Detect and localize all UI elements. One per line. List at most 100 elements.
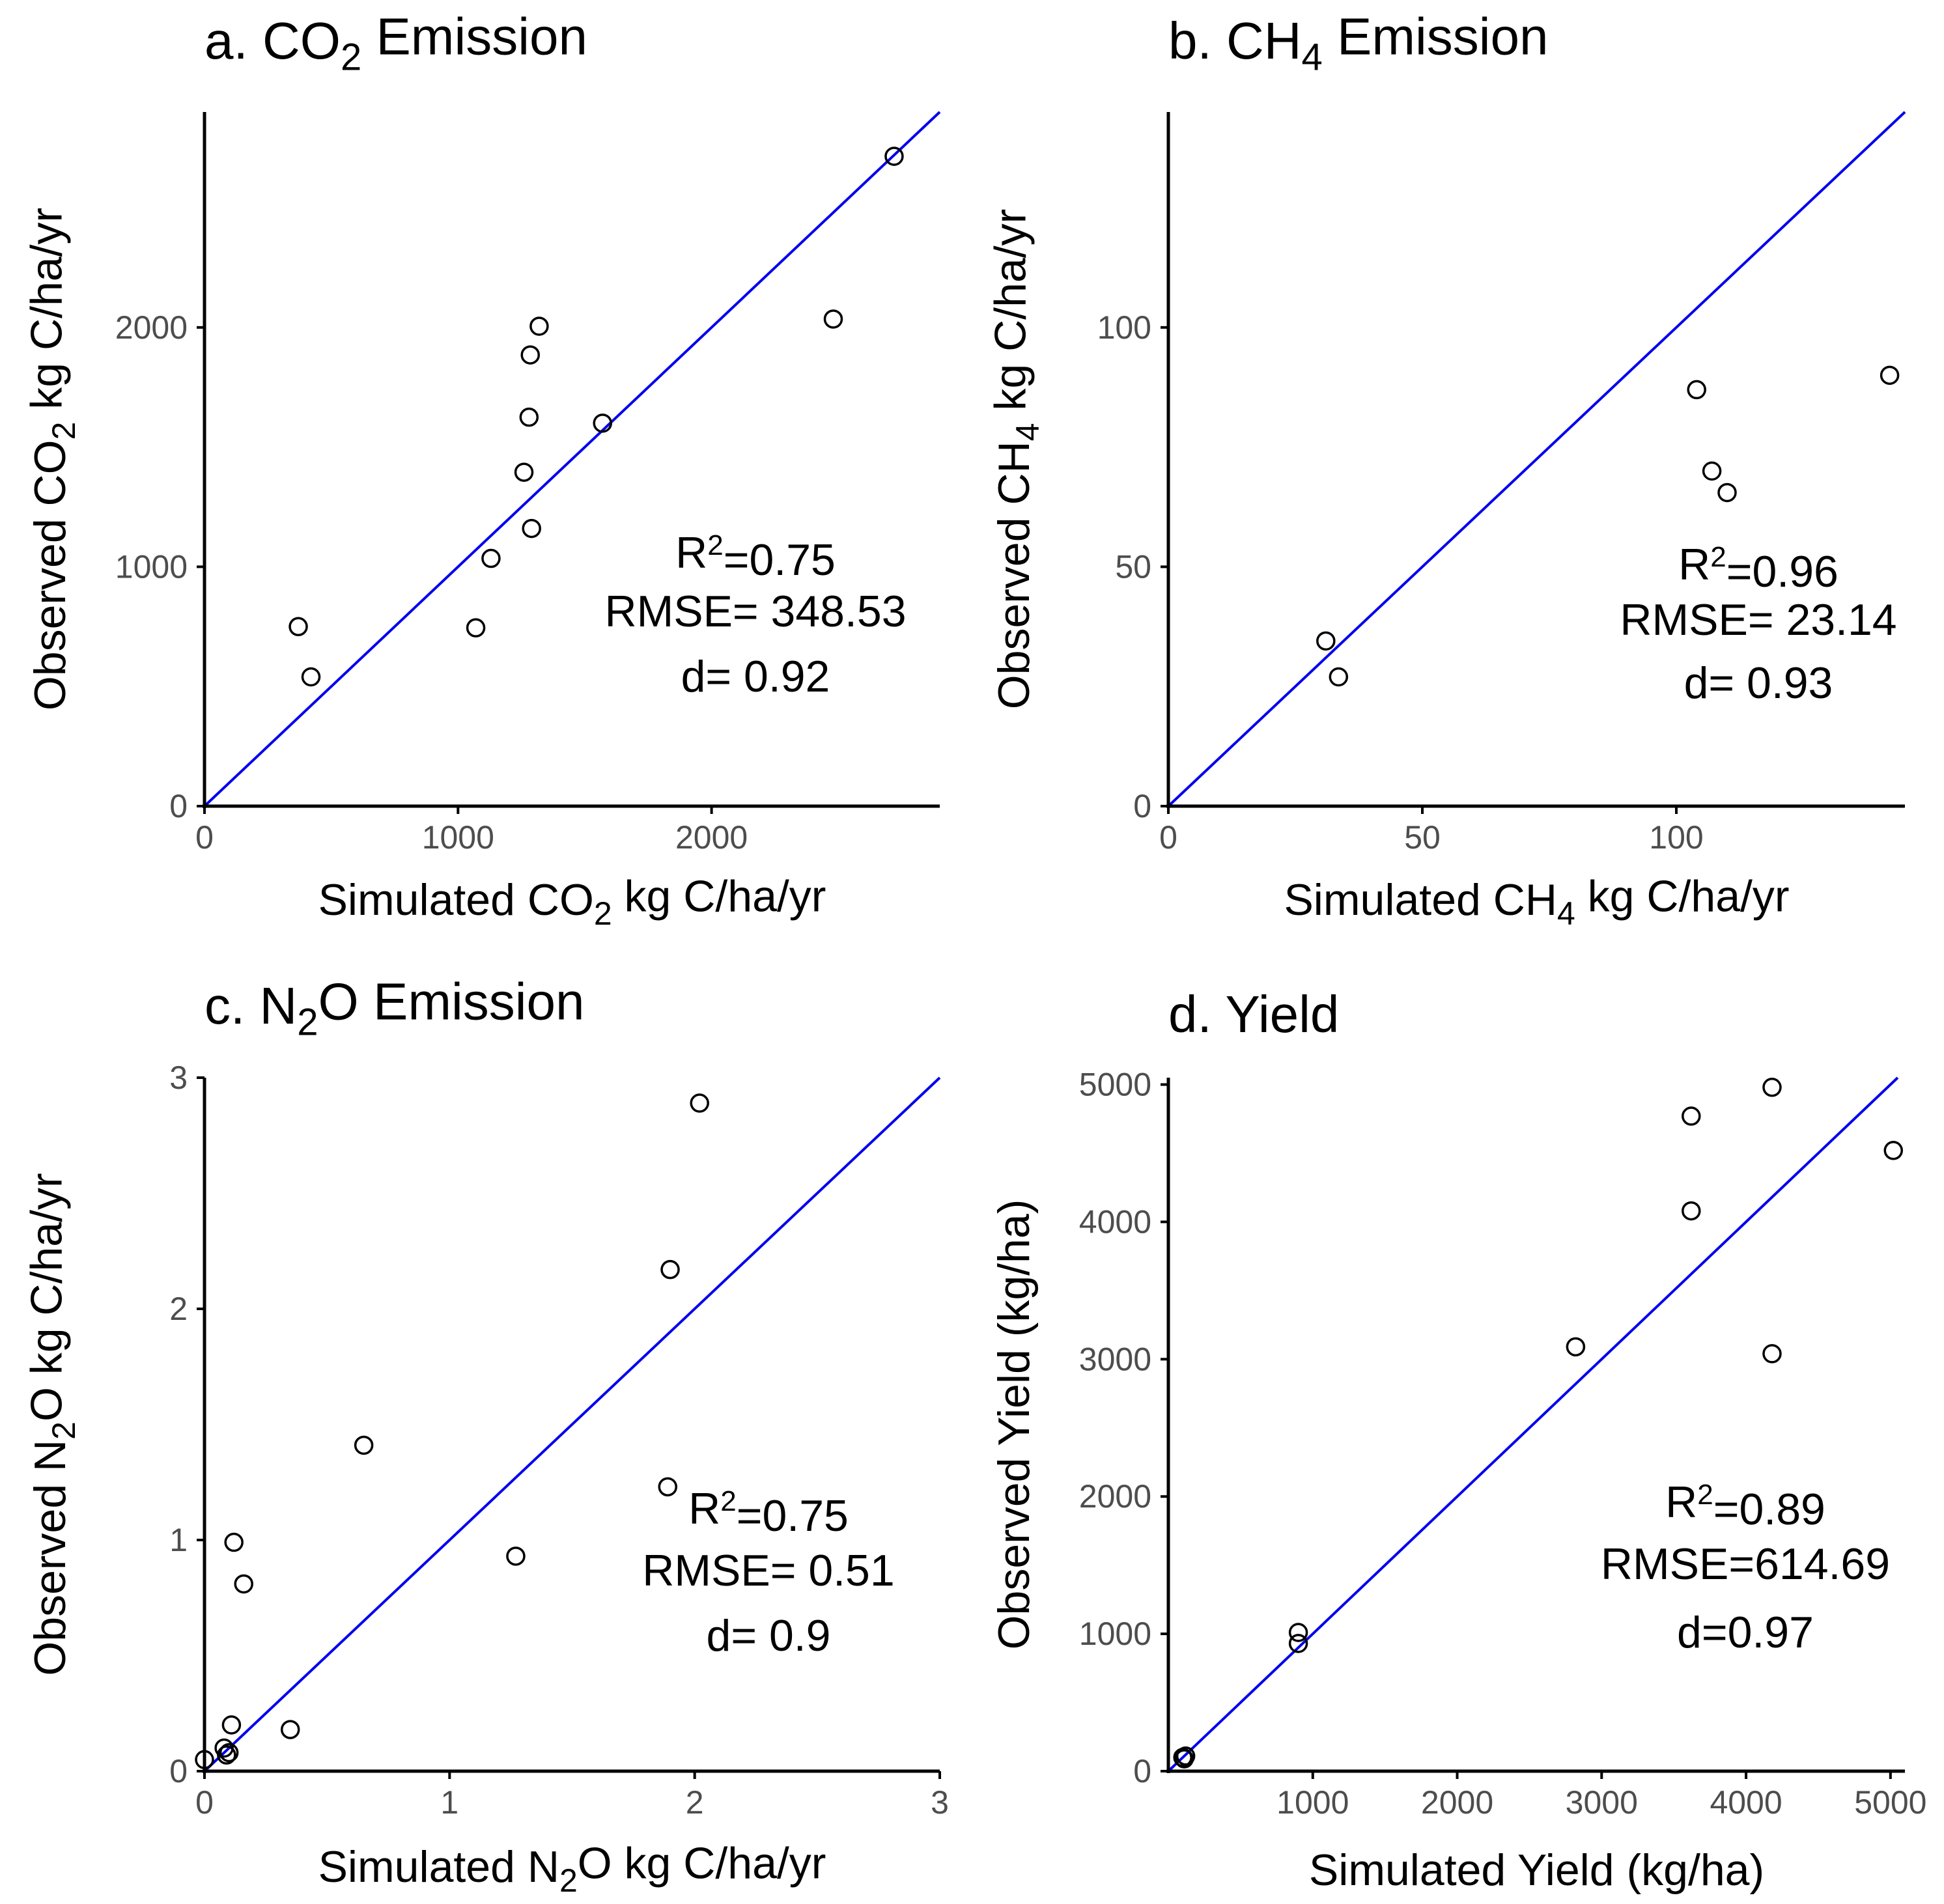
- data-point: [195, 1750, 214, 1769]
- data-point: [221, 1715, 242, 1735]
- panel-b: 0 50 100 0 50 100 b. CH4 Emission Simulated CH4…: [986, 7, 1906, 932]
- data-point: [522, 518, 541, 539]
- x-tick-label: 0: [195, 819, 214, 856]
- data-point: [1316, 631, 1336, 651]
- panel-c: 0 1 2 3 0 1 2 3 c. N2O Emission Simulated N2O kg …: [22, 972, 949, 1899]
- data-point: [1288, 1634, 1308, 1653]
- x-axis-label: Simulated Yield (kg/ha): [1309, 1845, 1764, 1895]
- one-to-one-line: [203, 111, 941, 807]
- panel-title: c. N2O Emission: [204, 972, 584, 1043]
- y-axis-label: Observed CO2 kg C/ha/yr: [22, 208, 82, 710]
- data-point: [289, 617, 308, 637]
- rmse-label: RMSE= 0.51: [642, 1546, 894, 1595]
- x-tick-label: 100: [1649, 819, 1703, 856]
- y-tick-label: 1000: [1079, 1616, 1151, 1652]
- panel-a: 0 1000 2000 0 1000 2000 a. CO2 Emission Simulat…: [22, 7, 941, 932]
- y-tick-label: 3000: [1079, 1341, 1151, 1377]
- y-axis-label: Observed CH4 kg C/ha/yr: [986, 209, 1046, 710]
- x-tick-label: 1000: [422, 819, 494, 856]
- data-point: [1329, 667, 1349, 687]
- data-point: [354, 1435, 374, 1455]
- data-point: [1176, 1746, 1196, 1766]
- data-point: [1687, 380, 1706, 400]
- r-squared-label: R2=0.75: [688, 1484, 849, 1541]
- data-point: [506, 1547, 526, 1566]
- y-tick-label: 50: [1115, 548, 1151, 585]
- data-point: [1288, 1623, 1308, 1642]
- x-tick-label: 3: [931, 1784, 949, 1821]
- y-tick-label: 0: [1133, 1753, 1151, 1789]
- x-tick-label: 1: [440, 1784, 458, 1821]
- data-point: [301, 667, 321, 687]
- data-point: [234, 1574, 253, 1594]
- data-point: [280, 1720, 300, 1739]
- data-point: [519, 407, 539, 427]
- data-point: [823, 309, 843, 329]
- rmse-label: RMSE= 348.53: [604, 587, 906, 636]
- x-tick-label: 2000: [1421, 1784, 1493, 1821]
- panel-d: 1000 2000 3000 4000 5000 0 1000 2000 3000 4000 500…: [989, 985, 1926, 1895]
- x-tick-label: 3000: [1566, 1784, 1638, 1821]
- r-squared-label: R2=0.96: [1678, 540, 1838, 596]
- data-point: [1566, 1337, 1586, 1357]
- panel-title: d. Yield: [1168, 985, 1339, 1043]
- one-to-one-line: [1167, 111, 1906, 807]
- panel-title: b. CH4 Emission: [1168, 7, 1549, 78]
- data-point: [1880, 365, 1900, 385]
- one-to-one-line: [1167, 1076, 1899, 1772]
- data-point: [219, 1743, 239, 1763]
- d-index-label: d= 0.93: [1684, 658, 1833, 708]
- y-tick-label: 2: [169, 1291, 188, 1327]
- y-tick-label: 5000: [1079, 1067, 1151, 1103]
- x-tick-label: 5000: [1854, 1784, 1926, 1821]
- data-point: [224, 1532, 244, 1552]
- data-point: [514, 462, 534, 482]
- one-to-one-line: [203, 1076, 941, 1772]
- data-point: [1682, 1106, 1701, 1126]
- y-tick-label: 1: [169, 1522, 188, 1558]
- x-axis-label: Simulated CO2 kg C/ha/yr: [318, 872, 826, 932]
- data-point: [658, 1477, 678, 1497]
- x-tick-label: 2000: [675, 819, 748, 856]
- data-point: [593, 413, 612, 433]
- data-point: [1762, 1344, 1782, 1364]
- rmse-label: RMSE=614.69: [1601, 1539, 1890, 1589]
- y-axis-label: Observed N2O kg C/ha/yr: [22, 1173, 82, 1675]
- data-point: [1717, 483, 1737, 503]
- y-tick-label: 0: [169, 1753, 188, 1789]
- y-tick-label: 2000: [1079, 1478, 1151, 1515]
- x-tick-label: 50: [1404, 819, 1441, 856]
- data-point: [466, 618, 486, 637]
- x-tick-label: 4000: [1710, 1784, 1782, 1821]
- y-tick-label: 1000: [115, 548, 188, 585]
- y-axis-label: Observed Yield (kg/ha): [989, 1199, 1039, 1650]
- data-point: [1682, 1201, 1701, 1221]
- d-index-label: d=0.97: [1677, 1608, 1814, 1657]
- data-point: [1883, 1141, 1904, 1160]
- x-tick-label: 1000: [1276, 1784, 1349, 1821]
- d-index-label: d= 0.92: [681, 652, 830, 701]
- y-tick-label: 2000: [115, 309, 188, 346]
- r-squared-label: R2=0.89: [1665, 1477, 1825, 1534]
- data-point: [520, 345, 541, 365]
- y-tick-label: 4000: [1079, 1203, 1151, 1240]
- data-point: [1702, 461, 1722, 481]
- data-point: [884, 147, 904, 166]
- r-squared-label: R2=0.75: [675, 528, 836, 585]
- data-point: [1762, 1078, 1782, 1097]
- x-axis-label: Simulated N2O kg C/ha/yr: [318, 1839, 826, 1899]
- data-point: [217, 1745, 236, 1765]
- data-point: [690, 1093, 709, 1113]
- x-axis-label: Simulated CH4 kg C/ha/yr: [1284, 872, 1789, 932]
- data-point: [660, 1259, 680, 1280]
- x-tick-label: 0: [195, 1784, 214, 1821]
- panel-title: a. CO2 Emission: [204, 7, 587, 78]
- y-tick-label: 0: [169, 788, 188, 824]
- x-tick-label: 0: [1159, 819, 1177, 856]
- y-tick-label: 100: [1097, 309, 1151, 346]
- data-point: [529, 316, 549, 336]
- x-tick-label: 2: [686, 1784, 704, 1821]
- y-tick-label: 3: [169, 1059, 188, 1096]
- y-tick-label: 0: [1133, 788, 1151, 824]
